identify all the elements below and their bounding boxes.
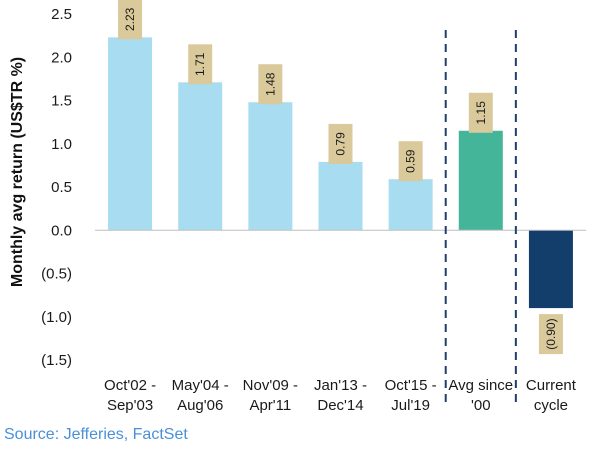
data-label-box — [328, 123, 353, 164]
x-category-label: Oct'15 - — [385, 377, 437, 394]
data-label-box — [188, 44, 213, 85]
data-label-box — [468, 92, 493, 133]
data-label: 0.79 — [334, 132, 348, 156]
x-category-label: May'04 - — [172, 377, 229, 394]
data-label: 2.23 — [123, 7, 137, 31]
y-tick-label: 2.5 — [51, 6, 72, 23]
y-tick-label: 1.5 — [51, 93, 72, 110]
data-label: 1.48 — [263, 72, 277, 96]
bar — [248, 102, 293, 231]
bar — [458, 130, 503, 231]
y-tick-label: 1.0 — [51, 136, 72, 153]
data-label: 1.71 — [193, 52, 207, 76]
data-label-box — [258, 64, 283, 105]
bar — [108, 37, 153, 231]
x-category-label: '00 — [471, 397, 491, 414]
bar — [318, 161, 363, 231]
bar — [388, 179, 433, 231]
x-category-label: Jul'19 — [391, 397, 430, 414]
y-tick-label: 0.5 — [51, 179, 72, 196]
data-label-box — [538, 314, 563, 355]
x-category-label: Sep'03 — [107, 397, 153, 414]
data-label-box — [118, 0, 143, 40]
x-category-label: Avg since — [448, 377, 513, 394]
bar — [528, 230, 573, 309]
y-tick-label: (1.5) — [41, 352, 72, 369]
y-tick-label: (1.0) — [41, 309, 72, 326]
y-tick-label: 0.0 — [51, 222, 72, 239]
y-axis-title: Monthly avg return (US$TR %) — [9, 57, 26, 287]
x-category-label: Dec'14 — [317, 397, 363, 414]
data-label-box — [398, 141, 423, 182]
data-label: 1.15 — [474, 101, 488, 125]
x-category-label: cycle — [534, 397, 568, 414]
data-label: (0.90) — [544, 318, 558, 349]
bar — [178, 82, 223, 231]
y-tick-label: 2.0 — [51, 49, 72, 66]
x-category-label: Apr'11 — [249, 397, 291, 414]
x-category-label: Current — [526, 377, 577, 394]
x-category-label: Nov'09 - — [243, 377, 298, 394]
bar-chart: Monthly avg return (US$TR %) 2.5 2.0 1.5 1.0… — [9, 0, 586, 414]
data-label: 0.59 — [404, 149, 418, 173]
y-tick-label: (0.5) — [41, 266, 72, 283]
x-category-label: Aug'06 — [177, 397, 223, 414]
source-note: Source: Jefferies, FactSet — [4, 426, 188, 443]
x-category-label: Oct'02 - — [104, 377, 156, 394]
x-category-label: Jan'13 - — [314, 377, 367, 394]
